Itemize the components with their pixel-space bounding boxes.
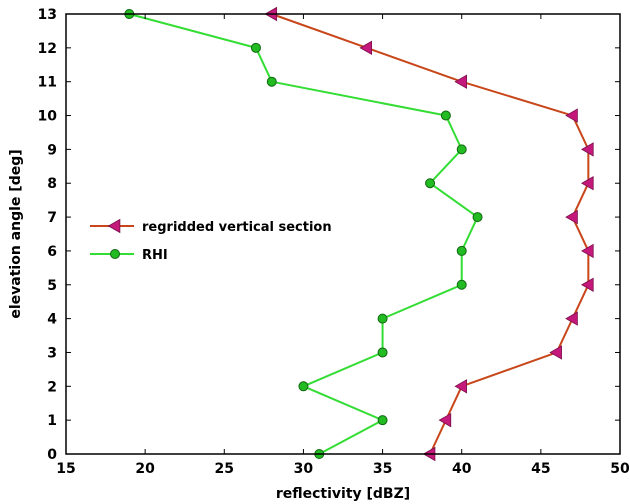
y-tick-label: 3 <box>47 345 57 361</box>
series-regridded <box>264 6 594 462</box>
series-line-regridded <box>271 13 590 455</box>
y-axis-label: elevation angle [deg] <box>8 149 24 318</box>
legend-marker-regridded <box>107 218 121 234</box>
data-point-regridded <box>565 311 578 326</box>
x-tick-label: 45 <box>531 461 550 477</box>
x-tick-label: 25 <box>215 461 234 477</box>
data-point-regridded <box>565 108 578 123</box>
data-point-regridded <box>581 176 594 191</box>
legend-label-regridded: regridded vertical section <box>142 220 332 235</box>
legend: regridded vertical section RHI <box>90 218 332 263</box>
y-tick-label: 0 <box>47 447 57 463</box>
plot-frame <box>65 13 621 455</box>
data-point-rhi <box>377 313 388 324</box>
y-tick-label: 5 <box>47 278 57 294</box>
x-tick-label: 20 <box>135 461 155 477</box>
data-point-regridded <box>565 209 578 225</box>
data-point-regridded <box>359 40 373 56</box>
data-point-regridded <box>581 277 594 292</box>
x-tick-label: 50 <box>610 461 630 477</box>
x-tick-label: 40 <box>452 461 472 477</box>
x-tick-label: 15 <box>56 461 75 477</box>
data-point-regridded <box>581 142 594 157</box>
data-point-rhi <box>250 42 261 53</box>
data-point-regridded <box>454 74 467 89</box>
data-point-rhi <box>298 381 309 392</box>
y-tick-label: 7 <box>47 210 57 226</box>
data-point-regridded <box>581 243 594 259</box>
x-tick-label: 30 <box>294 461 314 477</box>
data-point-rhi <box>440 110 451 121</box>
y-tick-label: 13 <box>38 7 57 23</box>
data-point-rhi <box>456 245 467 256</box>
data-point-rhi <box>472 212 483 223</box>
data-point-rhi <box>377 347 388 358</box>
y-tick-label: 12 <box>38 41 57 57</box>
legend-marker-rhi <box>110 249 120 259</box>
y-tick-label: 6 <box>47 244 57 260</box>
data-point-rhi <box>377 415 388 426</box>
data-point-regridded <box>549 345 562 360</box>
y-tick-label: 1 <box>47 413 57 429</box>
data-point-rhi <box>266 76 277 87</box>
data-point-rhi <box>456 144 467 155</box>
series-line-rhi <box>129 13 479 455</box>
y-tick-label: 8 <box>47 176 57 192</box>
y-tick-label: 9 <box>47 142 57 158</box>
data-point-rhi <box>425 178 436 189</box>
data-point-regridded <box>454 379 467 394</box>
data-point-rhi <box>456 279 467 290</box>
y-tick-label: 2 <box>47 379 57 395</box>
data-point-regridded <box>438 412 452 428</box>
x-tick-label: 35 <box>373 461 392 477</box>
series-layer <box>124 6 594 462</box>
y-tick-label: 4 <box>47 312 57 328</box>
x-axis-label: reflectivity [dBZ] <box>276 486 410 502</box>
y-tick-label: 10 <box>38 109 58 125</box>
legend-label-rhi: RHI <box>142 248 168 263</box>
y-tick-label: 11 <box>38 75 57 91</box>
